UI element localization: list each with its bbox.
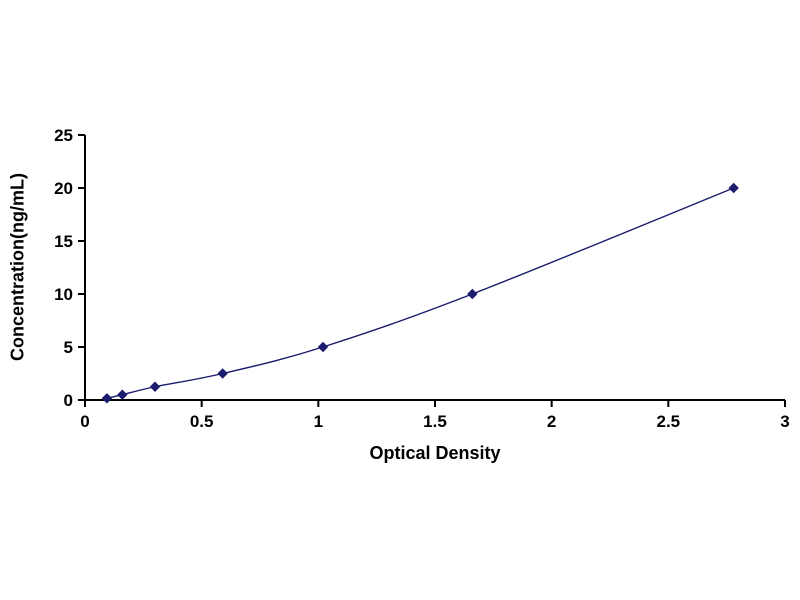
y-axis-title: Concentration(ng/mL) bbox=[7, 173, 28, 361]
x-tick-label: 0.5 bbox=[190, 412, 214, 431]
y-tick-label: 10 bbox=[54, 285, 73, 304]
x-tick-label: 2 bbox=[547, 412, 556, 431]
x-tick-label: 0 bbox=[80, 412, 89, 431]
data-point-marker bbox=[217, 368, 228, 379]
x-tick-label: 2.5 bbox=[657, 412, 681, 431]
x-tick-label: 1.5 bbox=[423, 412, 447, 431]
y-tick-label: 5 bbox=[64, 338, 73, 357]
y-tick-label: 0 bbox=[64, 391, 73, 410]
y-tick-label: 25 bbox=[54, 126, 73, 145]
data-point-marker bbox=[101, 393, 113, 404]
x-axis-title: Optical Density bbox=[369, 443, 501, 463]
y-tick-label: 20 bbox=[54, 179, 73, 198]
data-point-marker bbox=[467, 288, 478, 300]
data-point-marker bbox=[149, 381, 161, 392]
x-tick-label: 3 bbox=[780, 412, 789, 431]
y-tick-label: 15 bbox=[54, 232, 73, 251]
data-point-marker bbox=[728, 182, 739, 194]
series-line bbox=[106, 187, 734, 399]
axis-lines bbox=[84, 135, 785, 401]
data-point-marker bbox=[117, 389, 128, 400]
data-point-marker bbox=[317, 341, 329, 353]
x-tick-label: 1 bbox=[314, 412, 323, 431]
